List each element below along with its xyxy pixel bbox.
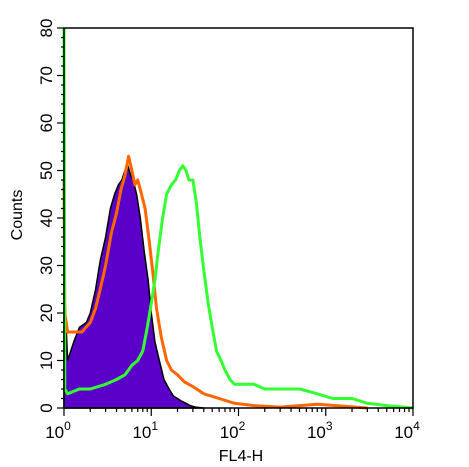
x-tick-base: 10 — [220, 423, 239, 442]
x-tick-exponent: 4 — [413, 419, 420, 433]
y-tick-label: 70 — [37, 66, 56, 85]
x-tick-exponent: 3 — [326, 419, 333, 433]
y-tick-label: 40 — [37, 209, 56, 228]
y-tick-label: 30 — [37, 256, 56, 275]
y-tick-label: 80 — [37, 19, 56, 38]
x-tick-base: 10 — [132, 423, 151, 442]
x-tick-exponent: 2 — [239, 419, 246, 433]
series-green-line — [62, 27, 414, 410]
x-tick-label: 103 — [307, 419, 333, 442]
x-tick-label: 102 — [220, 419, 246, 442]
series-layer — [62, 27, 414, 410]
y-tick-label: 50 — [37, 161, 56, 180]
y-axis-title: Counts — [9, 190, 26, 241]
x-tick-exponent: 1 — [151, 419, 158, 433]
x-tick-base: 10 — [307, 423, 326, 442]
x-tick-label: 104 — [394, 419, 420, 442]
x-axis-title: FL4-H — [219, 448, 263, 465]
series-filled-isotype — [63, 163, 204, 409]
y-tick-label: 20 — [37, 304, 56, 323]
series-orange-line — [62, 154, 368, 410]
x-tick-base: 10 — [394, 423, 413, 442]
x-tick-label: 101 — [132, 419, 158, 442]
y-tick-label: 60 — [37, 114, 56, 133]
y-tick-label: 0 — [37, 403, 56, 412]
y-tick-label: 10 — [37, 351, 56, 370]
x-tick-base: 10 — [45, 423, 64, 442]
x-tick-exponent: 0 — [64, 419, 71, 433]
x-tick-label: 100 — [45, 419, 71, 442]
